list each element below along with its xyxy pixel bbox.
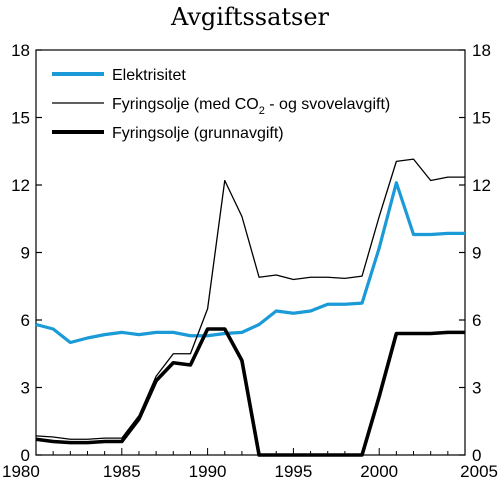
x-tick-label: 2005	[460, 462, 498, 481]
y-tick-label-left: 9	[21, 244, 30, 263]
x-tick-label: 1990	[189, 462, 227, 481]
y-tick-label-right: 12	[472, 176, 491, 195]
y-tick-label-right: 18	[472, 41, 491, 60]
legend-label-elektrisitet: Elektrisitet	[112, 67, 186, 84]
y-tick-label-right: 3	[472, 379, 481, 398]
x-tick-label: 1980	[2, 462, 40, 481]
series-line-fy-base	[35, 327, 465, 457]
legend: Elektrisitet Fyringsolje (med CO2 - og s…	[52, 67, 390, 142]
legend-label-co2-subscript: 2	[259, 105, 265, 117]
legend-label-fyringsolje-full: Fyringsolje (med CO2 - og svovelavgift)	[112, 96, 390, 117]
y-tick-label-right: 6	[472, 311, 481, 330]
x-tick-label: 2000	[360, 462, 398, 481]
chart-title: Avgiftssatser	[170, 3, 330, 31]
axis-ticks: 0 0 3 3 6 6 9 9 12 12 15 15 18 18 1980 1985 1990 1995 2000…	[2, 41, 498, 481]
y-tick-label-left: 3	[21, 379, 30, 398]
legend-label-fyringsolje-full-prefix: Fyringsolje (med CO	[112, 96, 259, 113]
legend-label-fyringsolje-full-suffix: - og svovelavgift)	[265, 96, 390, 113]
y-tick-label-left: 0	[21, 446, 30, 465]
y-tick-label-left: 18	[11, 41, 30, 60]
legend-label-fyringsolje-grunn: Fyringsolje (grunnavgift)	[112, 125, 284, 142]
y-tick-label-right: 0	[472, 446, 481, 465]
y-tick-label-left: 15	[11, 109, 30, 128]
series-line-el	[35, 181, 465, 345]
y-tick-label-right: 9	[472, 244, 481, 263]
x-tick-label: 1995	[274, 462, 312, 481]
series-line-fy-full	[35, 158, 465, 440]
series-lines	[35, 158, 465, 457]
y-tick-label-right: 15	[472, 109, 491, 128]
y-tick-label-left: 6	[21, 311, 30, 330]
y-tick-label-left: 12	[11, 176, 30, 195]
x-tick-label: 1985	[103, 462, 141, 481]
